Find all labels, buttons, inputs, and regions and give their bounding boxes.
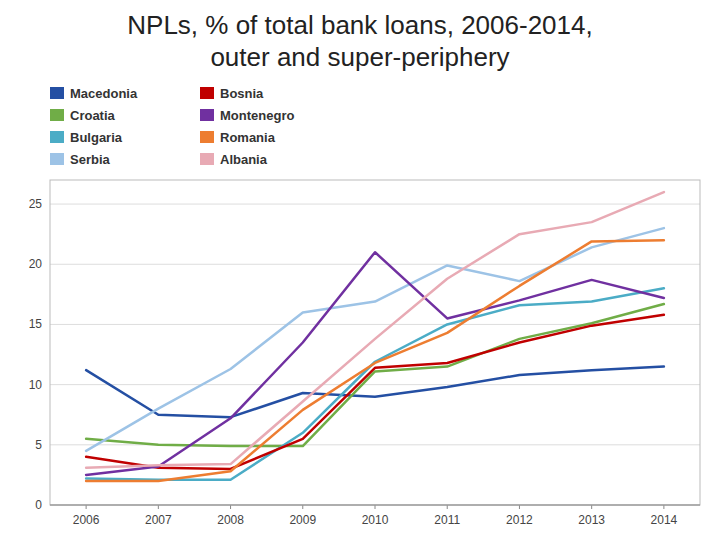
- x-tick: [375, 505, 376, 509]
- y-tick-label: 15: [29, 317, 43, 331]
- legend-swatch: [200, 87, 214, 99]
- x-tick-label: 2014: [651, 513, 678, 527]
- y-tick-label: 25: [29, 197, 43, 211]
- x-tick: [302, 505, 303, 509]
- legend-swatch: [200, 109, 214, 121]
- legend-swatch: [50, 131, 64, 143]
- axes: 0 5 10 15 20 25 2006 2007 2008 2009 2010 2011 2012 20…: [29, 180, 700, 527]
- subtitle: outer and super-periphery: [210, 42, 509, 72]
- series-line: [86, 367, 664, 418]
- x-tick-label: 2006: [73, 513, 100, 527]
- series-line: [86, 192, 664, 468]
- legend-label: Macedonia: [70, 86, 138, 101]
- legend-label: Romania: [220, 130, 276, 145]
- x-tick-label: 2013: [578, 513, 605, 527]
- legend-label: Bosnia: [220, 86, 264, 101]
- legend-label: Bulgaria: [70, 130, 123, 145]
- legend-label: Serbia: [70, 152, 111, 167]
- legend: Macedonia Croatia Bulgaria Serbia Bosnia Mont…: [50, 86, 294, 167]
- x-tick-label: 2011: [434, 513, 460, 527]
- x-tick-label: 2012: [506, 513, 533, 527]
- legend-label: Croatia: [70, 108, 116, 123]
- legend-swatch: [50, 109, 64, 121]
- x-tick: [158, 505, 159, 509]
- legend-swatch: [50, 153, 64, 165]
- x-tick: [663, 505, 664, 509]
- y-tick-label: 5: [35, 438, 42, 452]
- x-tick: [230, 505, 231, 509]
- series-lines: [86, 192, 664, 481]
- series-line: [86, 288, 664, 479]
- legend-label: Albania: [220, 152, 268, 167]
- legend-swatch: [200, 153, 214, 165]
- grid-line: [50, 264, 700, 265]
- legend-label: Montenegro: [220, 108, 294, 123]
- x-tick-label: 2008: [217, 513, 244, 527]
- y-tick-label: 10: [29, 378, 43, 392]
- x-tick-label: 2007: [145, 513, 172, 527]
- title: NPLs, % of total bank loans, 2006-2014,: [127, 10, 592, 40]
- plot-frame: [50, 180, 700, 505]
- series-line: [86, 240, 664, 481]
- y-tick-label: 20: [29, 257, 43, 271]
- x-tick: [519, 505, 520, 509]
- y-tick-label: 0: [35, 498, 42, 512]
- legend-swatch: [50, 87, 64, 99]
- x-tick: [447, 505, 448, 509]
- x-tick-label: 2010: [362, 513, 389, 527]
- x-tick: [86, 505, 87, 509]
- chart: NPLs, % of total bank loans, 2006-2014,o…: [0, 0, 720, 540]
- grid-line: [50, 204, 700, 205]
- series-line: [86, 304, 664, 446]
- x-axis-line: [50, 505, 700, 506]
- legend-swatch: [200, 131, 214, 143]
- grid-line: [50, 384, 700, 385]
- x-tick: [591, 505, 592, 509]
- grid-line: [50, 505, 700, 506]
- x-tick-label: 2009: [289, 513, 316, 527]
